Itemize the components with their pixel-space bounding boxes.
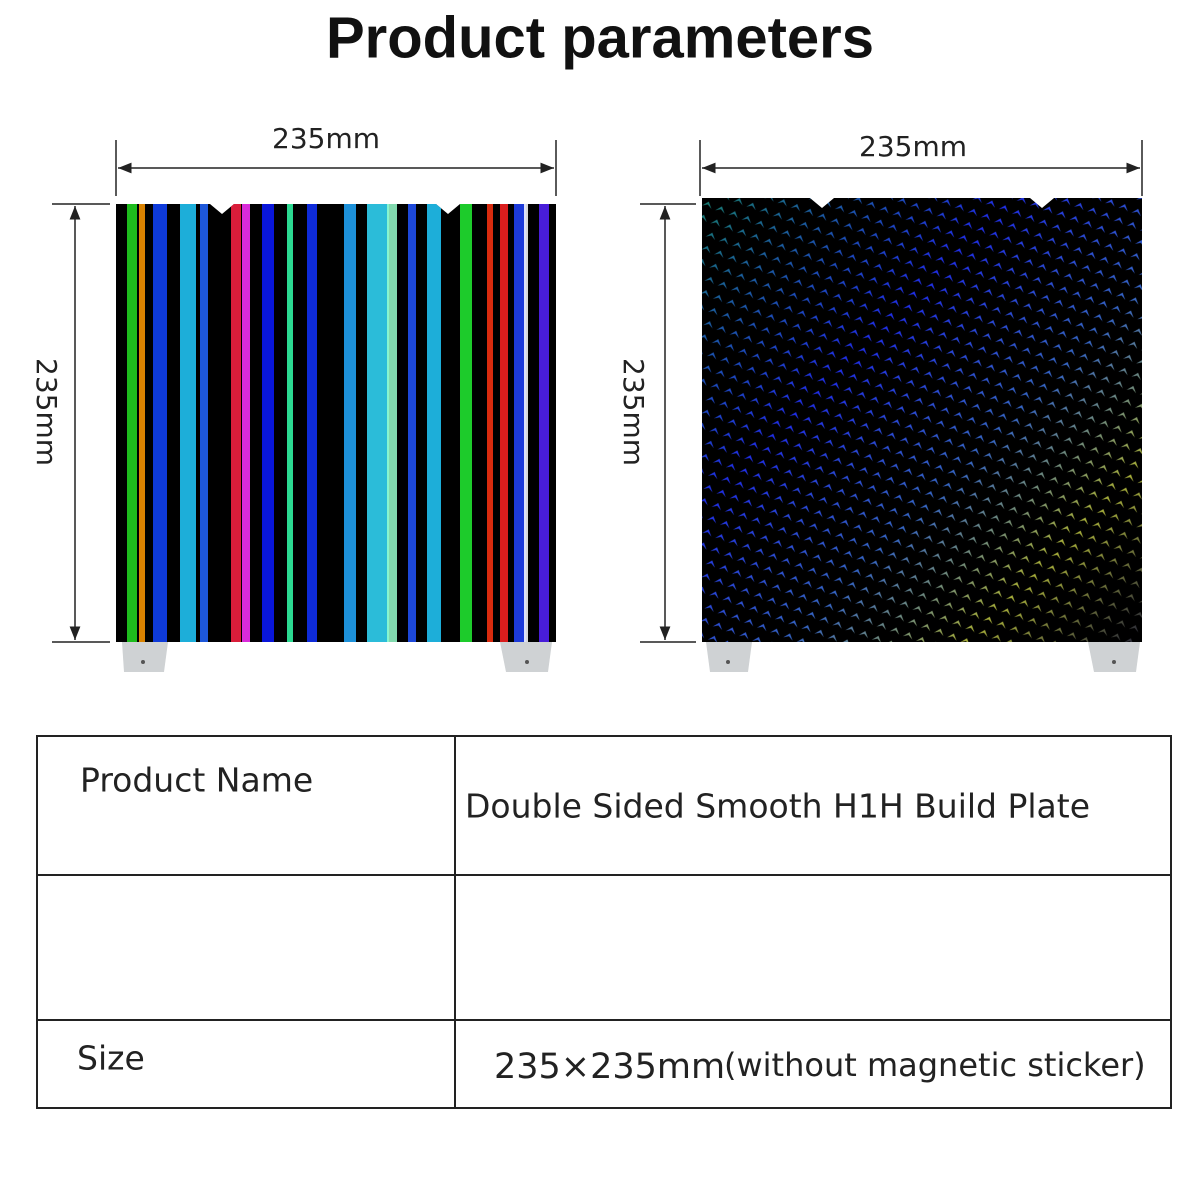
- stripe: [427, 204, 441, 642]
- stripe: [500, 204, 508, 642]
- stripe: [231, 204, 241, 642]
- table: Product Name Double Sided Smooth H1H Bui…: [36, 735, 1172, 1109]
- stripe: [262, 204, 274, 642]
- row-value: Double Sided Smooth H1H Build Plate: [465, 787, 1090, 826]
- stripe: [127, 204, 137, 642]
- height-label: 235mm: [30, 358, 63, 466]
- row-note: (without magnetic sticker): [724, 1046, 1146, 1084]
- stripe: [200, 204, 208, 642]
- stripe: [487, 204, 493, 642]
- stripe: [287, 204, 293, 642]
- title: Product parameters: [326, 5, 874, 70]
- stripe: [139, 204, 145, 642]
- width-label: 235mm: [859, 130, 967, 163]
- stripe: [408, 204, 416, 642]
- stripe: [307, 204, 317, 642]
- stripe: [524, 204, 528, 642]
- row-label: Product Name: [80, 761, 313, 800]
- stripe: [153, 204, 167, 642]
- width-label: 235mm: [272, 122, 380, 155]
- stripe: [180, 204, 196, 642]
- stripe: [344, 204, 356, 642]
- plate-holo: [702, 198, 1142, 672]
- stripe: [460, 204, 472, 642]
- plate-stripes: [116, 204, 556, 672]
- stripe: [387, 204, 397, 642]
- height-label: 235mm: [617, 358, 650, 466]
- stripe: [242, 204, 250, 642]
- stripe: [539, 204, 549, 642]
- row-label: Size: [77, 1039, 145, 1078]
- stripe: [367, 204, 389, 642]
- row-value: 235×235mm: [494, 1047, 725, 1087]
- stripe: [514, 204, 526, 642]
